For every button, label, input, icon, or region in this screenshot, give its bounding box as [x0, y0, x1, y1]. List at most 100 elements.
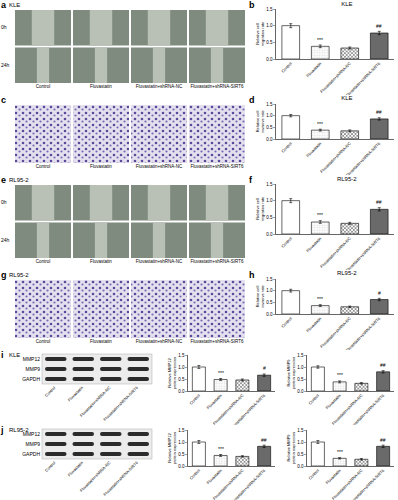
svg-text:Control: Control: [280, 316, 293, 329]
svg-text:KLE: KLE: [341, 1, 352, 7]
svg-text:Fluvastatin: Fluvastatin: [305, 141, 322, 158]
svg-text:***: ***: [218, 446, 224, 452]
svg-text:Fluvastatin+shRNA-SIRT6: Fluvastatin+shRNA-SIRT6: [102, 385, 139, 422]
svg-text:Fluvastatin+shRNA-NC: Fluvastatin+shRNA-NC: [319, 61, 352, 94]
svg-text:MMP12: MMP12: [23, 356, 40, 362]
svg-text:***: ***: [218, 370, 224, 376]
svg-text:0.0: 0.0: [297, 389, 304, 394]
svg-text:Fluvastatin+shRNA-SIRT6: Fluvastatin+shRNA-SIRT6: [345, 60, 382, 95]
svg-text:Fluvastatin: Fluvastatin: [206, 393, 223, 410]
svg-text:Fluvastatin+shRNA-NC: Fluvastatin+shRNA-NC: [319, 236, 352, 269]
svg-text:0.0: 0.0: [266, 57, 273, 62]
svg-text:1.0: 1.0: [297, 440, 304, 445]
svg-text:Control: Control: [188, 468, 201, 481]
svg-text:Relative cellmigration rate: Relative cellmigration rate: [255, 196, 265, 221]
svg-text:Control: Control: [44, 385, 57, 398]
svg-text:0.5: 0.5: [266, 300, 273, 305]
svg-text:0.5: 0.5: [266, 125, 273, 130]
svg-text:Fluvastatin: Fluvastatin: [305, 316, 322, 333]
svg-text:***: ***: [337, 372, 343, 378]
svg-text:Control: Control: [280, 141, 293, 154]
svg-text:***: ***: [317, 121, 323, 127]
svg-text:Fluvastatin: Fluvastatin: [67, 460, 84, 477]
svg-text:0.0: 0.0: [178, 464, 185, 469]
svg-text:Relative MMP9protein expressio: Relative MMP9protein expression: [286, 432, 296, 465]
svg-text:Fluvastatin+shRNA-NC: Fluvastatin+shRNA-NC: [212, 393, 245, 425]
svg-text:Relative MMP12protein expressi: Relative MMP12protein expression: [167, 432, 177, 465]
svg-text:KLE: KLE: [341, 95, 352, 101]
svg-text:Fluvastatin+shRNA-NC: Fluvastatin+shRNA-NC: [331, 393, 364, 425]
svg-text:Fluvastatin+shRNA-NC: Fluvastatin+shRNA-NC: [319, 316, 352, 349]
svg-text:Control: Control: [280, 61, 293, 74]
svg-text:Control: Control: [188, 393, 201, 406]
svg-text:##: ##: [261, 437, 267, 443]
svg-text:Control: Control: [307, 468, 320, 481]
svg-text:Control: Control: [307, 393, 320, 406]
svg-text:0.5: 0.5: [266, 40, 273, 45]
svg-text:Fluvastatin+shRNA-NC: Fluvastatin+shRNA-NC: [212, 468, 245, 500]
svg-text:Fluvastatin: Fluvastatin: [67, 385, 84, 402]
svg-text:1.5: 1.5: [178, 428, 185, 433]
svg-text:Relative MMP9protein expressio: Relative MMP9protein expression: [286, 357, 296, 390]
svg-text:1.0: 1.0: [266, 198, 273, 203]
svg-text:1.0: 1.0: [266, 23, 273, 28]
svg-text:Relative cellmigration rate: Relative cellmigration rate: [255, 21, 265, 46]
svg-text:0.5: 0.5: [297, 452, 304, 457]
svg-text:Fluvastatin+shRNA-SIRT6: Fluvastatin+shRNA-SIRT6: [230, 467, 267, 500]
svg-text:##: ##: [380, 437, 386, 443]
svg-text:0.5: 0.5: [297, 377, 304, 382]
svg-text:1.0: 1.0: [178, 365, 185, 370]
svg-text:#: #: [263, 365, 266, 371]
svg-text:Fluvastatin: Fluvastatin: [325, 393, 342, 410]
svg-text:1.0: 1.0: [266, 288, 273, 293]
svg-text:1.5: 1.5: [178, 353, 185, 358]
svg-text:***: ***: [317, 37, 323, 43]
svg-text:##: ##: [376, 109, 382, 115]
svg-text:#: #: [378, 290, 381, 296]
svg-text:1.5: 1.5: [297, 353, 304, 358]
svg-text:Fluvastatin: Fluvastatin: [325, 468, 342, 485]
svg-text:Fluvastatin+shRNA-SIRT6: Fluvastatin+shRNA-SIRT6: [102, 460, 139, 497]
svg-text:Relative MMP12protein expressi: Relative MMP12protein expression: [167, 357, 177, 390]
svg-text:GAPDH: GAPDH: [22, 451, 40, 457]
svg-text:##: ##: [376, 199, 382, 205]
svg-text:MMP9: MMP9: [26, 441, 41, 447]
svg-text:0.5: 0.5: [178, 377, 185, 382]
svg-text:##: ##: [380, 362, 386, 368]
svg-text:Relative cellinvasive rate: Relative cellinvasive rate: [255, 285, 265, 308]
svg-text:RL95-2: RL95-2: [337, 270, 357, 276]
svg-text:1.0: 1.0: [178, 440, 185, 445]
svg-text:1.0: 1.0: [266, 113, 273, 118]
svg-text:***: ***: [317, 296, 323, 302]
svg-text:Fluvastatin+shRNA-SIRT6: Fluvastatin+shRNA-SIRT6: [345, 315, 382, 350]
svg-text:Fluvastatin+shRNA-NC: Fluvastatin+shRNA-NC: [331, 468, 364, 500]
svg-text:Fluvastatin: Fluvastatin: [305, 236, 322, 253]
svg-text:0.0: 0.0: [178, 389, 185, 394]
svg-text:Fluvastatin+shRNA-SIRT6: Fluvastatin+shRNA-SIRT6: [349, 392, 386, 425]
svg-text:Control: Control: [280, 236, 293, 249]
svg-text:GAPDH: GAPDH: [22, 376, 40, 382]
svg-text:1.5: 1.5: [266, 102, 273, 107]
svg-text:1.5: 1.5: [297, 428, 304, 433]
svg-text:Fluvastatin+shRNA-SIRT6: Fluvastatin+shRNA-SIRT6: [345, 140, 382, 175]
svg-text:Fluvastatin: Fluvastatin: [206, 468, 223, 485]
svg-text:Fluvastatin+shRNA-SIRT6: Fluvastatin+shRNA-SIRT6: [345, 235, 382, 270]
svg-text:0.0: 0.0: [266, 232, 273, 237]
svg-text:Fluvastatin+shRNA-NC: Fluvastatin+shRNA-NC: [319, 141, 352, 174]
svg-text:1.5: 1.5: [266, 277, 273, 282]
svg-text:***: ***: [337, 449, 343, 455]
svg-text:Relative cellinvasive rate: Relative cellinvasive rate: [255, 110, 265, 133]
svg-text:***: ***: [317, 212, 323, 218]
svg-text:0.0: 0.0: [297, 464, 304, 469]
svg-text:Fluvastatin+shRNA-SIRT6: Fluvastatin+shRNA-SIRT6: [230, 392, 267, 425]
svg-text:##: ##: [376, 23, 382, 29]
svg-text:1.5: 1.5: [266, 182, 273, 187]
svg-text:1.5: 1.5: [266, 7, 273, 12]
svg-text:0.5: 0.5: [178, 452, 185, 457]
svg-text:MMP9: MMP9: [26, 366, 41, 372]
svg-text:0.0: 0.0: [266, 312, 273, 317]
svg-text:1.0: 1.0: [297, 365, 304, 370]
svg-text:Control: Control: [44, 460, 57, 473]
svg-text:MMP12: MMP12: [23, 431, 40, 437]
svg-text:0.5: 0.5: [266, 215, 273, 220]
